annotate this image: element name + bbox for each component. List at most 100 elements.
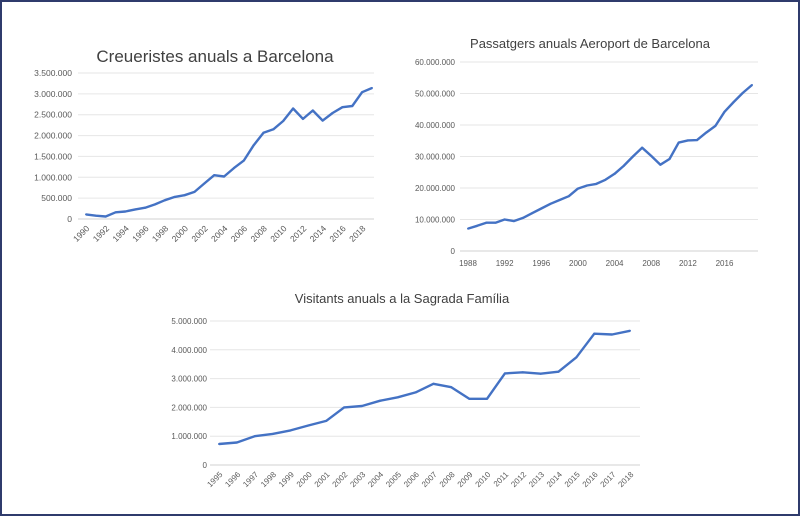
data-point xyxy=(235,441,238,444)
data-point xyxy=(432,382,435,385)
x-tick-label: 2010 xyxy=(474,470,493,489)
data-point xyxy=(539,372,542,375)
x-tick-label: 2012 xyxy=(509,470,528,489)
data-point xyxy=(361,91,364,94)
x-tick-label: 2014 xyxy=(308,223,329,244)
x-tick-label: 1996 xyxy=(532,259,550,268)
data-point xyxy=(193,190,196,193)
data-point xyxy=(567,195,570,198)
chart-1: Creueristes anuals a Barcelona 0 500.000 1.… xyxy=(34,47,374,244)
y-tick-label: 0 xyxy=(203,461,208,470)
data-point xyxy=(396,396,399,399)
data-point xyxy=(223,175,226,178)
x-tick-label: 1997 xyxy=(241,470,260,489)
x-tick-label: 2014 xyxy=(545,470,564,489)
data-point xyxy=(360,404,363,407)
data-point xyxy=(253,435,256,438)
x-tick-label: 2006 xyxy=(402,470,421,489)
y-tick-label: 2.500.000 xyxy=(34,110,72,120)
data-point xyxy=(272,128,275,131)
x-tick-label: 1992 xyxy=(496,259,514,268)
data-point xyxy=(144,206,147,209)
data-point xyxy=(183,194,186,197)
data-point xyxy=(307,424,310,427)
x-tick-label: 2008 xyxy=(248,223,269,244)
x-tick-label: 2004 xyxy=(366,470,385,489)
data-point xyxy=(521,371,524,374)
y-tick-label: 2.000.000 xyxy=(171,403,207,412)
data-point xyxy=(629,329,631,332)
y-tick-label: 3.000.000 xyxy=(34,89,72,99)
x-tick-label: 2017 xyxy=(599,470,618,489)
data-point xyxy=(292,107,295,110)
data-point xyxy=(631,155,634,158)
y-tick-label: 0 xyxy=(67,214,72,224)
x-tick-label: 2006 xyxy=(229,223,250,244)
data-point xyxy=(343,406,346,409)
data-point xyxy=(134,208,137,211)
data-point xyxy=(531,212,534,215)
data-point xyxy=(696,139,699,142)
data-point xyxy=(604,178,607,181)
x-tick-label: 1992 xyxy=(91,223,112,244)
x-tick-label: 1998 xyxy=(150,223,171,244)
data-point xyxy=(468,397,471,400)
data-point xyxy=(325,419,328,422)
chart-title: Passatgers anuals Aeroport de Barcelona xyxy=(470,36,711,51)
x-tick-label: 2003 xyxy=(348,470,367,489)
x-tick-label: 1994 xyxy=(110,223,131,244)
data-point xyxy=(154,203,157,206)
x-tick-label: 2018 xyxy=(616,470,635,489)
data-point xyxy=(341,106,344,109)
x-tick-label: 2013 xyxy=(527,470,546,489)
data-point xyxy=(668,158,671,161)
data-point xyxy=(321,119,324,122)
x-tick-label: 2012 xyxy=(288,223,309,244)
x-tick-label: 2000 xyxy=(170,223,191,244)
data-point xyxy=(213,174,216,177)
data-point xyxy=(659,163,662,166)
x-tick-label: 1996 xyxy=(130,223,151,244)
data-point xyxy=(486,397,489,400)
chart-title: Creueristes anuals a Barcelona xyxy=(96,47,334,66)
data-point xyxy=(271,432,274,435)
data-point xyxy=(262,131,265,134)
data-point xyxy=(85,213,87,216)
x-tick-label: 2005 xyxy=(384,470,403,489)
data-point xyxy=(613,172,616,175)
data-point xyxy=(557,370,560,373)
x-tick-label: 2016 xyxy=(327,223,348,244)
data-point xyxy=(163,199,166,202)
x-tick-label: 2002 xyxy=(331,470,350,489)
x-tick-label: 2001 xyxy=(313,470,332,489)
y-tick-label: 3.500.000 xyxy=(34,68,72,78)
y-tick-label: 4.000.000 xyxy=(171,346,207,355)
y-tick-label: 30.000.000 xyxy=(415,153,456,162)
x-tick-label: 2004 xyxy=(209,223,230,244)
data-point xyxy=(371,87,373,90)
x-tick-label: 1990 xyxy=(71,223,92,244)
data-point xyxy=(549,202,552,205)
data-point xyxy=(503,372,506,375)
x-tick-label: 1988 xyxy=(459,259,477,268)
data-point xyxy=(203,182,206,185)
data-point xyxy=(94,214,97,217)
x-tick-label: 2016 xyxy=(581,470,600,489)
data-point xyxy=(686,139,689,142)
x-tick-label: 2004 xyxy=(606,259,624,268)
data-point xyxy=(586,184,589,187)
series-line xyxy=(467,84,753,230)
data-point xyxy=(714,124,717,127)
data-point xyxy=(124,210,127,213)
data-point xyxy=(622,164,625,167)
data-point xyxy=(503,218,506,221)
data-point xyxy=(301,117,304,120)
data-point xyxy=(723,110,726,113)
y-tick-label: 40.000.000 xyxy=(415,121,456,130)
y-tick-label: 60.000.000 xyxy=(415,58,456,67)
x-tick-label: 2007 xyxy=(420,470,439,489)
data-point xyxy=(485,221,488,224)
data-point xyxy=(282,119,285,122)
data-point xyxy=(351,104,354,107)
